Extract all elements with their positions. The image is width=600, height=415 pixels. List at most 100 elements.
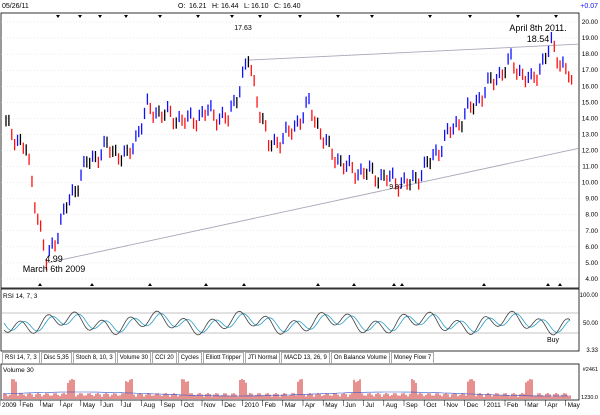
annotation-low-2009: 4.99 (45, 254, 63, 264)
header-open-label: O: (178, 3, 185, 10)
signal-marker-up (558, 283, 562, 286)
signal-markers (38, 15, 562, 286)
signal-marker-down (158, 15, 162, 18)
signal-marker-down (298, 15, 302, 18)
annotation-buy: Buy (547, 337, 560, 344)
x-tick-label: Jun (345, 402, 356, 409)
header-close: 16.40 (283, 3, 301, 10)
volume-title: Volume 30 (3, 367, 34, 374)
header-low-label: L: (244, 3, 250, 10)
trendlines (46, 43, 579, 264)
x-tick-label: Apr (63, 402, 74, 409)
x-tick-label: Mar (527, 402, 539, 409)
x-tick-label: Mar (42, 402, 54, 409)
x-tick-label: Nov (446, 402, 458, 409)
rsi-tick-mid: 50.00 (583, 321, 599, 327)
indicator-tab[interactable]: MACD 13, 26, 9 (281, 352, 330, 364)
signal-marker-down (56, 15, 60, 18)
x-tick-label: Aug (143, 402, 155, 409)
price-tick-label: 6.00 (585, 244, 598, 251)
price-axis-ticks: 4.00 5.00 6.00 7.00 8.00 9.00 10.00 11.00 12.00 1… (582, 19, 599, 283)
header-change: +0.07 (580, 3, 598, 10)
annotation-low-2009-date: March 6th 2009 (23, 264, 86, 274)
x-tick-label: Nov (204, 402, 216, 409)
x-tick-label: Mar (285, 402, 297, 409)
x-tick-label: Oct (426, 402, 436, 409)
header-date: 05/26/11 (2, 3, 29, 10)
x-tick-label: Feb (265, 402, 277, 409)
signal-marker-up (352, 283, 356, 286)
signal-marker-down (554, 15, 558, 18)
x-tick-label: May (568, 402, 581, 409)
indicator-tab[interactable]: RSI 14, 7, 3 (2, 352, 40, 364)
x-tick-label: 2010 (244, 402, 259, 409)
x-tick-label: Dec (224, 402, 236, 409)
price-tick-label: 19.00 (582, 35, 599, 42)
price-gridlines (1, 21, 580, 280)
x-tick-label: Apr (305, 402, 316, 409)
indicator-tab[interactable]: Stoch 8, 10, 3 (72, 352, 116, 364)
rsi-tick-bottom: 3.33 (586, 348, 598, 354)
x-tick-label: Aug (386, 402, 398, 409)
price-tick-label: 9.00 (585, 196, 598, 203)
x-tick-label: Apr (547, 402, 558, 409)
indicator-tab[interactable]: Elliott Tripper (202, 352, 244, 364)
x-tick-label: Sep (164, 402, 176, 409)
signal-marker-up (482, 283, 486, 286)
price-tick-label: 15.00 (582, 99, 599, 106)
header-low: 16.10 (251, 3, 269, 10)
x-tick-label: 2011 (487, 402, 501, 409)
signal-marker-down (336, 15, 340, 18)
rsi-panel-frame (0, 288, 580, 352)
signal-marker-down (370, 15, 374, 18)
indicator-tab[interactable]: On Balance Volume (330, 352, 390, 364)
annotation-low-2010: 9.87 (389, 184, 403, 191)
signal-marker-down (78, 15, 82, 18)
signal-marker-up (242, 283, 246, 286)
indicator-tab[interactable]: Disc 5,35 (40, 352, 72, 364)
price-tick-label: 14.00 (582, 115, 599, 122)
indicator-tab[interactable]: Cycles (177, 352, 202, 364)
indicator-tab[interactable]: JTI Normal (244, 352, 281, 364)
price-tick-label: 20.00 (582, 19, 599, 26)
signal-marker-down (428, 15, 432, 18)
x-tick-label: Jul (123, 402, 132, 409)
price-tick-label: 8.00 (585, 212, 598, 219)
signal-marker-up (38, 283, 42, 286)
signal-marker-up (148, 283, 152, 286)
x-tick-label: Jul (366, 402, 375, 409)
annotation-high-2010: 17.63 (234, 25, 252, 32)
x-tick-label: May (325, 402, 338, 409)
price-tick-label: 4.00 (585, 276, 598, 283)
indicator-tab[interactable]: Volume 30 (116, 352, 152, 364)
x-tick-label: Sep (406, 402, 418, 409)
x-tick-label: Feb (22, 402, 34, 409)
signal-marker-up (400, 283, 404, 286)
indicator-tab[interactable]: Money Flow 7 (390, 352, 435, 364)
indicator-tabs: RSI 14, 7, 3 Disc 5,35 Stoch 8, 10, 3 Volum… (2, 352, 582, 364)
signal-marker-down (124, 15, 128, 18)
header-high-label: H: (212, 3, 219, 10)
price-tick-label: 18.00 (582, 51, 599, 58)
x-tick-label: May (83, 402, 96, 409)
indicator-tab[interactable]: CCI 20 (152, 352, 177, 364)
volume-tick-bottom: 1230.0 (581, 395, 598, 401)
signal-marker-down (516, 15, 520, 18)
header-open: 16.21 (189, 3, 207, 10)
x-tick-label: Dec (467, 402, 479, 409)
signal-marker-up (204, 283, 208, 286)
header-high: 16.44 (221, 3, 239, 10)
signal-marker-up (546, 283, 550, 286)
price-bars (5, 31, 573, 271)
signal-marker-down (468, 15, 472, 18)
signal-marker-up (392, 283, 396, 286)
rsi-title: RSI 14, 7, 3 (3, 293, 38, 300)
signal-marker-down (196, 15, 200, 18)
annotation-high-2011-date: April 8th 2011. (509, 23, 566, 33)
price-tick-label: 13.00 (582, 131, 599, 138)
x-tick-label: Feb (507, 402, 519, 409)
header-close-label: C: (274, 3, 281, 10)
rsi-lines (2, 310, 580, 336)
